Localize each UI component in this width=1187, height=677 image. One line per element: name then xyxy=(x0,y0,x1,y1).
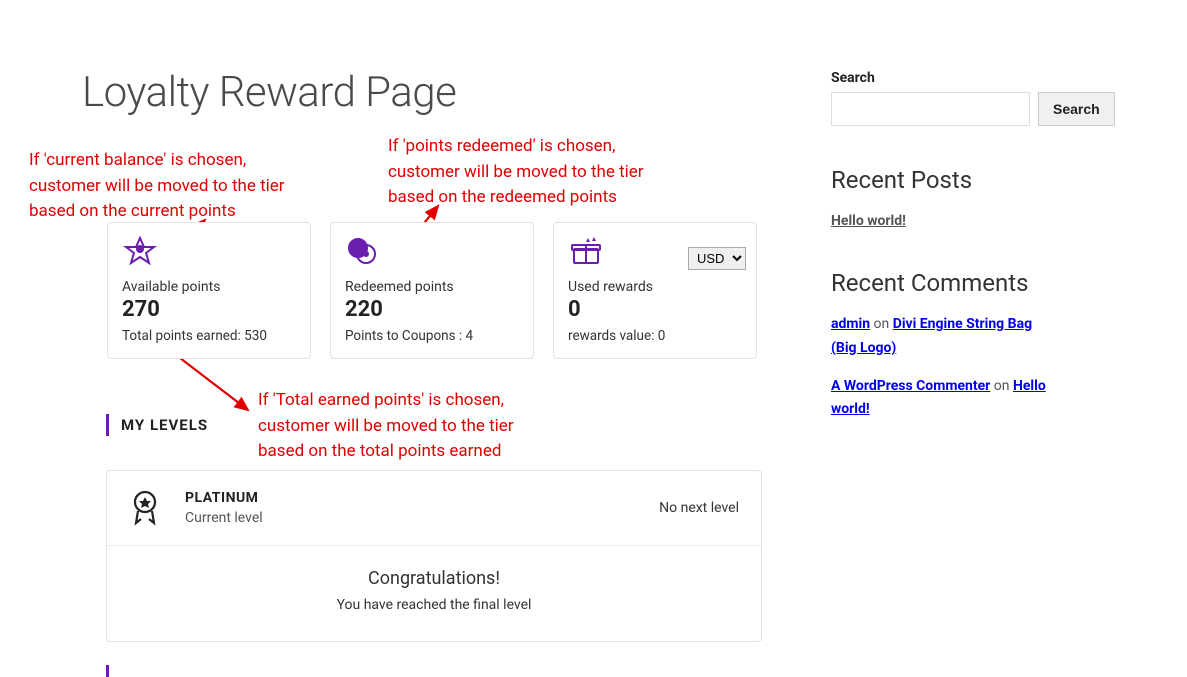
comment-on-text: on xyxy=(990,378,1013,394)
card-sub: Points to Coupons : 4 xyxy=(345,328,519,344)
annotation-current-balance: If 'current balance' is chosen, customer… xyxy=(29,148,285,225)
card-sub: Total points earned: 530 xyxy=(122,328,296,344)
card-value: 220 xyxy=(345,297,519,322)
page-title: Loyalty Reward Page xyxy=(82,68,456,117)
recent-comments-heading: Recent Comments xyxy=(831,269,1046,297)
level-name: PLATINUM xyxy=(185,490,263,506)
card-used-rewards: USD Used rewards 0 rewards value: 0 xyxy=(553,222,757,359)
search-input[interactable] xyxy=(831,92,1030,126)
recent-post-link[interactable]: Hello world! xyxy=(831,213,906,229)
comment-author-link[interactable]: admin xyxy=(831,316,870,332)
comment-on-text: on xyxy=(870,316,893,332)
recent-posts-heading: Recent Posts xyxy=(831,166,1046,194)
card-value: 270 xyxy=(122,297,296,322)
level-current-label: Current level xyxy=(185,510,263,526)
levels-heading: MY LEVELS xyxy=(106,414,208,436)
level-next-label: No next level xyxy=(659,500,739,516)
gift-icon xyxy=(568,235,604,267)
currency-select[interactable]: USD xyxy=(688,247,746,270)
card-label: Available points xyxy=(122,279,296,295)
annotation-total-earned: If 'Total earned points' is chosen, cust… xyxy=(258,388,514,465)
search-label: Search xyxy=(831,70,1046,86)
level-info: PLATINUM Current level xyxy=(185,490,263,526)
comment-author-link[interactable]: A WordPress Commenter xyxy=(831,378,990,394)
medal-icon xyxy=(129,489,161,527)
coins-icon xyxy=(345,235,381,267)
level-panel: PLATINUM Current level No next level Con… xyxy=(106,470,762,642)
card-label: Redeemed points xyxy=(345,279,519,295)
card-redeemed-points: Redeemed points 220 Points to Coupons : … xyxy=(330,222,534,359)
search-row: Search xyxy=(831,92,1046,126)
recent-comment-item: A WordPress Commenter on Hello world! xyxy=(831,375,1046,423)
annotation-points-redeemed: If 'points redeemed' is chosen, customer… xyxy=(388,134,644,211)
recent-comment-item: admin on Divi Engine String Bag (Big Log… xyxy=(831,313,1046,361)
section-accent-tick xyxy=(106,665,109,677)
level-top-row: PLATINUM Current level No next level xyxy=(107,471,761,546)
sidebar: Search Search Recent Posts Hello world! … xyxy=(831,70,1046,436)
search-button[interactable]: Search xyxy=(1038,92,1115,126)
congrats-title: Congratulations! xyxy=(117,568,751,589)
card-available-points: Available points 270 Total points earned… xyxy=(107,222,311,359)
level-congrats: Congratulations! You have reached the fi… xyxy=(107,546,761,641)
congrats-sub: You have reached the final level xyxy=(117,597,751,613)
card-value: 0 xyxy=(568,297,742,322)
arrow-to-total-earned xyxy=(170,352,260,422)
star-badge-icon xyxy=(122,235,158,267)
stats-cards-row: Available points 270 Total points earned… xyxy=(107,222,757,359)
card-label: Used rewards xyxy=(568,279,742,295)
card-sub: rewards value: 0 xyxy=(568,328,742,344)
